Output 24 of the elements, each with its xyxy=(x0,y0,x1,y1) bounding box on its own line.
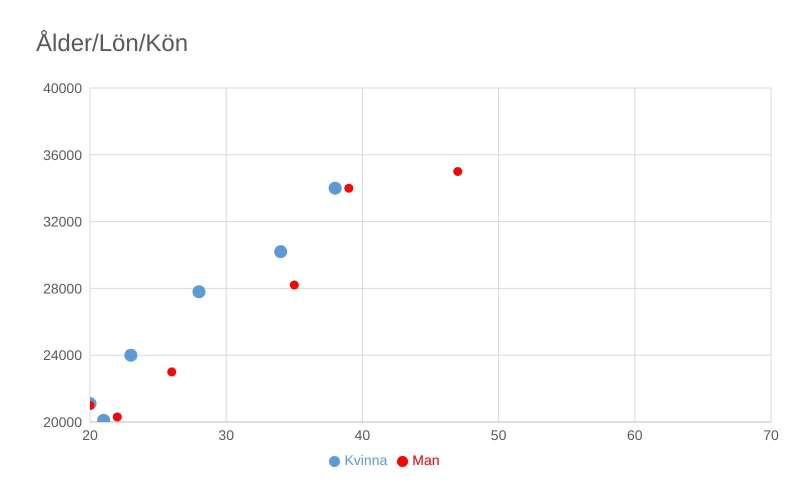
y-tick-label: 20000 xyxy=(43,414,82,430)
legend-label: Kvinna xyxy=(344,452,388,468)
y-tick-label: 24000 xyxy=(43,347,82,364)
point xyxy=(453,167,462,176)
x-tick-label: 60 xyxy=(627,426,643,443)
point xyxy=(290,280,299,290)
x-tick-label: 40 xyxy=(354,426,370,443)
point xyxy=(192,285,206,298)
point xyxy=(124,348,138,362)
point xyxy=(328,182,342,195)
x-tick-label: 50 xyxy=(490,426,507,443)
y-tick-label: 40000 xyxy=(43,80,82,96)
point xyxy=(167,367,176,376)
x-tick-label: 30 xyxy=(218,426,234,443)
legend-label: Man xyxy=(412,452,440,468)
point xyxy=(344,184,354,193)
chart-title: Ålder/Lön/Kön xyxy=(36,30,188,58)
y-tick-label: 32000 xyxy=(43,214,82,230)
point xyxy=(274,245,288,258)
y-tick-label: 36000 xyxy=(43,146,82,163)
y-tick-label: 28000 xyxy=(43,280,82,296)
x-tick-label: 70 xyxy=(763,426,779,443)
x-tick-label: 20 xyxy=(82,426,98,443)
point xyxy=(112,412,122,422)
